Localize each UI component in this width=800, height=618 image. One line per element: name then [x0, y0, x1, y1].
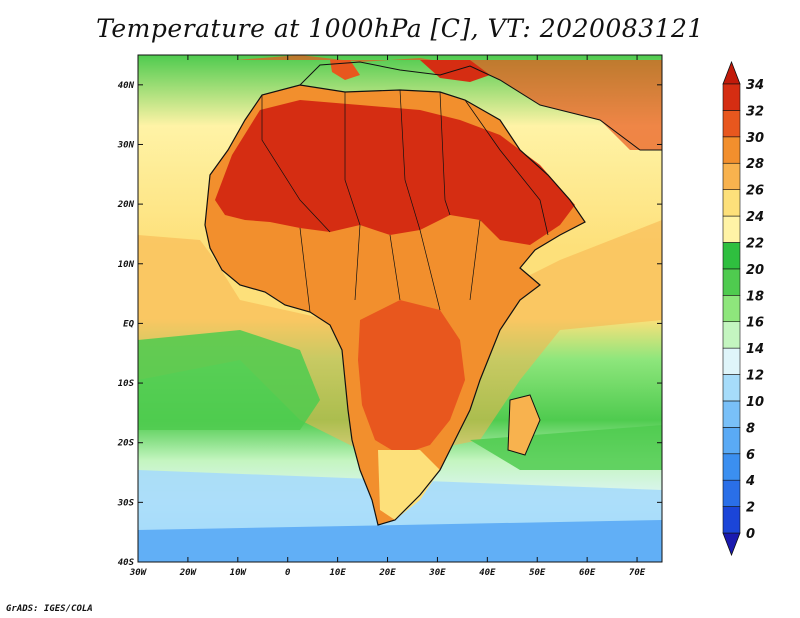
- colorbar-min-triangle: [722, 532, 741, 557]
- mideast-warm: [236, 55, 662, 150]
- x-tick-label: 70E: [629, 568, 646, 578]
- madagascar-coastline: [507, 394, 541, 456]
- colorbar-label: 28: [746, 157, 764, 172]
- colorbar-bin: [722, 110, 741, 138]
- southern-hot-zone: [358, 300, 465, 455]
- south-africa-mild: [378, 450, 440, 520]
- y-tick-label: 40N: [118, 81, 135, 91]
- red-sea-coast: [464, 99, 549, 236]
- temperature-field: [138, 55, 662, 562]
- colorbar-label: 16: [746, 316, 764, 331]
- y-tick-label: 10S: [118, 379, 135, 389]
- x-tick-label: 10W: [230, 568, 248, 578]
- colorbar-label: 34: [746, 78, 764, 93]
- y-tick-label: 10N: [118, 260, 135, 270]
- x-tick-label: 30E: [428, 568, 446, 578]
- colorbar-bin: [722, 374, 741, 402]
- colorbar-bin: [722, 400, 741, 428]
- colorbar-label: 26: [746, 184, 764, 199]
- plot-frame: [137, 54, 663, 563]
- colorbar-label: 22: [746, 236, 764, 251]
- country-borders: [261, 89, 481, 313]
- colorbar-label: 18: [746, 289, 764, 304]
- colorbar-max-triangle: [722, 60, 741, 85]
- colorbar-label: 20: [746, 263, 764, 278]
- x-tick-label: 0: [285, 568, 291, 578]
- colorbar-bin: [722, 294, 741, 323]
- sahara-hot-zone: [215, 100, 575, 245]
- colorbar-bin: [722, 479, 741, 507]
- y-tick-label: 20S: [117, 439, 135, 449]
- colorbar-bin: [722, 242, 741, 270]
- cool-atlantic-band: [138, 330, 320, 430]
- y-tick-label: 40S: [118, 558, 135, 568]
- colorbar-bin: [722, 215, 741, 243]
- y-tick-label: 20N: [117, 200, 135, 210]
- madagascar: [508, 395, 540, 455]
- x-tick-label: 10E: [329, 568, 346, 578]
- colorbar-bin: [722, 268, 741, 296]
- colorbar-label: 30: [746, 131, 764, 146]
- colorbar-bin: [722, 162, 741, 190]
- x-tick-label: 40E: [479, 568, 496, 578]
- colorbar-bin: [722, 506, 741, 534]
- colorbar-label: 6: [746, 448, 755, 463]
- colorbar-bin: [722, 453, 741, 481]
- colorbar-bin: [722, 136, 741, 164]
- colorbar-bin: [722, 321, 741, 349]
- x-tick-label: 30W: [129, 568, 148, 578]
- colorbar-label: 0: [746, 527, 755, 542]
- colorbar-bin: [722, 347, 741, 375]
- colorbar-label: 8: [746, 421, 755, 436]
- y-tick-label: 30N: [117, 140, 135, 150]
- colorbar-bin: [722, 83, 741, 111]
- x-tick-label: 60E: [579, 568, 596, 578]
- colorbar-label: 32: [746, 104, 764, 119]
- colorbar-label: 2: [746, 501, 755, 516]
- colorbar-label: 24: [746, 210, 764, 225]
- mediterranean-coast: [299, 61, 662, 151]
- y-tick-label: 30S: [117, 498, 135, 508]
- y-axis: 40N 30N 20N 10N EQ 10S 20S 30S 40S: [117, 81, 662, 568]
- credit-text: GrADS: IGES/COLA: [6, 604, 93, 614]
- map-title: Temperature at 1000hPa [C], VT: 20200831…: [96, 14, 704, 43]
- x-axis: 30W 20W 10W 0 10E 20E 30E 40E 50E 60E 70E: [129, 55, 646, 578]
- colorbar-label: 10: [746, 395, 764, 410]
- x-tick-label: 20W: [179, 568, 198, 578]
- colorbar-bin: [722, 427, 741, 455]
- x-tick-label: 20E: [378, 568, 396, 578]
- x-tick-label: 50E: [529, 568, 546, 578]
- colorbar-bin: [722, 189, 741, 217]
- y-tick-label: EQ: [123, 319, 134, 329]
- southern-ocean-colder: [138, 520, 662, 562]
- iberia-warm: [330, 60, 360, 80]
- colorbar-label: 4: [745, 474, 755, 489]
- colorbar-label: 14: [746, 342, 764, 357]
- colorbar-label: 12: [746, 369, 764, 384]
